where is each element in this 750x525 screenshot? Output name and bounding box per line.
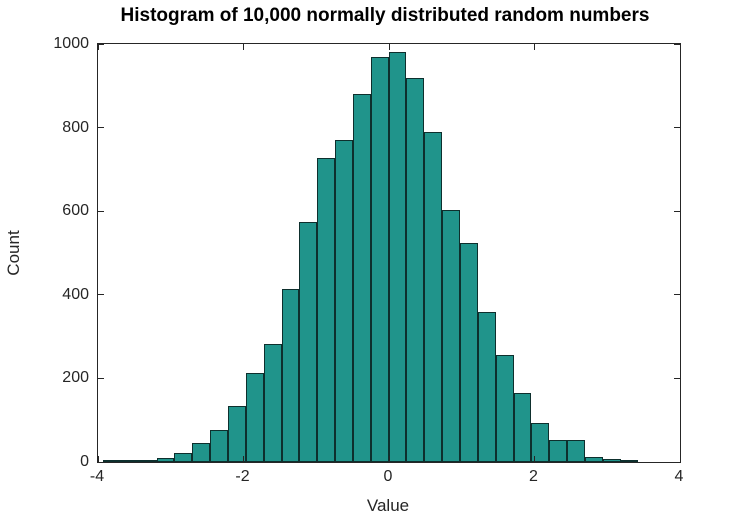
x-tick-label: 4 <box>674 468 684 485</box>
x-tick-label: -2 <box>235 468 250 485</box>
y-tick-label: 600 <box>62 202 89 220</box>
plot-area <box>97 43 681 463</box>
x-axis-tick-top <box>243 44 244 50</box>
y-tick-label: 0 <box>80 453 89 470</box>
chart-title: Histogram of 10,000 normally distributed… <box>120 5 650 26</box>
histogram-bar <box>442 209 460 462</box>
y-axis-tick <box>98 461 104 463</box>
histogram-bar <box>245 373 264 462</box>
histogram-bar <box>281 288 300 462</box>
histogram-bar <box>317 158 336 462</box>
histogram-bar <box>602 458 621 462</box>
histogram-bar <box>352 94 371 462</box>
histogram-bar <box>531 423 550 462</box>
histogram-bar <box>495 355 514 462</box>
histogram-bar <box>567 440 585 462</box>
histogram-bar <box>477 311 496 462</box>
x-axis-tick <box>243 456 244 462</box>
histogram-bar <box>103 460 121 462</box>
x-axis-tick <box>679 456 681 462</box>
y-axis-tick-right <box>674 210 680 212</box>
y-tick-label: 1000 <box>53 35 89 52</box>
y-tick-label: 200 <box>62 369 89 387</box>
histogram-bar <box>156 457 175 462</box>
histogram-bar <box>584 456 603 462</box>
y-axis-tick <box>98 43 104 45</box>
histogram-bar <box>228 406 246 462</box>
y-axis-tick <box>98 294 104 296</box>
y-tick-label: 400 <box>62 285 89 303</box>
y-tick-label: 800 <box>62 118 89 136</box>
y-axis-tick <box>98 377 104 379</box>
x-axis-tick <box>97 456 99 462</box>
histogram-bar <box>192 442 211 462</box>
histogram-bar <box>460 242 478 462</box>
histogram-bar <box>406 78 425 462</box>
x-tick-label: -4 <box>89 468 105 485</box>
histogram-bar <box>620 460 639 462</box>
x-tick-label: 2 <box>529 468 538 485</box>
x-axis-tick <box>388 456 390 462</box>
histogram-bar <box>210 429 228 462</box>
x-axis-tick-top <box>388 44 390 50</box>
histogram-bar <box>120 460 139 462</box>
histogram-bar <box>335 140 353 462</box>
x-axis-tick-top <box>534 44 535 50</box>
y-axis-tick-right <box>674 294 680 296</box>
x-axis-tick-top <box>97 44 99 50</box>
y-axis-tick <box>98 210 104 212</box>
y-axis-tick-right <box>674 127 680 129</box>
histogram-bar <box>388 52 407 462</box>
x-axis-tick-top <box>679 44 681 50</box>
x-axis-tick <box>534 456 535 462</box>
histogram-bar <box>263 343 282 462</box>
histogram-bar <box>299 221 318 462</box>
histogram-bar <box>138 460 157 462</box>
y-axis-tick-right <box>674 43 680 45</box>
x-axis-label: Value <box>366 496 410 515</box>
histogram-bar <box>513 393 532 462</box>
histogram-bar <box>424 131 443 462</box>
y-axis-tick <box>98 127 104 129</box>
y-axis-label: Count <box>4 230 23 276</box>
x-tick-label: 0 <box>383 468 393 485</box>
y-axis-tick-right <box>674 461 680 463</box>
histogram-bar <box>174 453 193 462</box>
histogram-bar <box>549 440 568 462</box>
y-axis-tick-right <box>674 377 680 379</box>
histogram-bar <box>370 56 389 462</box>
